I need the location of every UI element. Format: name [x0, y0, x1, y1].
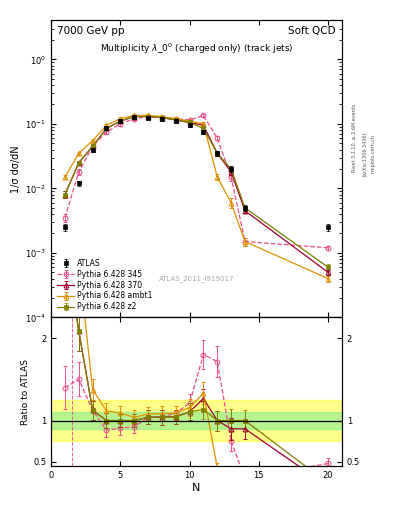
- Text: ATLAS_2011_I919017: ATLAS_2011_I919017: [159, 275, 234, 282]
- Legend: ATLAS, Pythia 6.428 345, Pythia 6.428 370, Pythia 6.428 ambt1, Pythia 6.428 z2: ATLAS, Pythia 6.428 345, Pythia 6.428 37…: [55, 257, 155, 314]
- Text: [arXiv:1306.3436]: [arXiv:1306.3436]: [362, 132, 367, 176]
- Text: 7000 GeV pp: 7000 GeV pp: [57, 27, 125, 36]
- X-axis label: N: N: [192, 482, 201, 493]
- Bar: [51, 400, 342, 441]
- Y-axis label: 1/σ dσ/dN: 1/σ dσ/dN: [11, 145, 21, 193]
- Text: Multiplicity $\lambda\_0^0$ (charged only) (track jets): Multiplicity $\lambda\_0^0$ (charged onl…: [100, 41, 293, 56]
- Text: Soft QCD: Soft QCD: [288, 27, 336, 36]
- Y-axis label: Ratio to ATLAS: Ratio to ATLAS: [21, 359, 30, 424]
- Text: Rivet 3.1.10, ≥ 2.6M events: Rivet 3.1.10, ≥ 2.6M events: [352, 104, 357, 173]
- Text: mcplots.cern.ch: mcplots.cern.ch: [370, 134, 375, 173]
- Bar: [51, 412, 342, 429]
